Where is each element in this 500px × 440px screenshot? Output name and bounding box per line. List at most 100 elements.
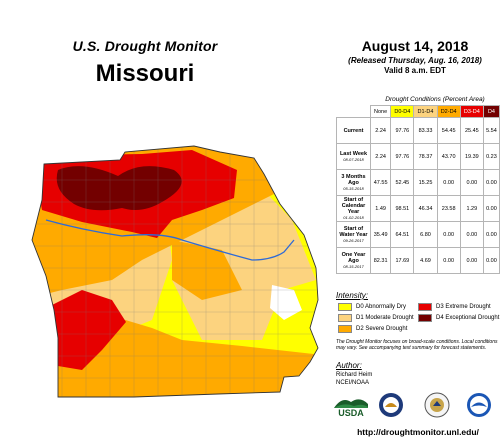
legend-swatch bbox=[338, 303, 352, 311]
table-cell: 47.55 bbox=[369, 169, 392, 196]
area-d4 bbox=[56, 166, 182, 211]
col-d1-d4: D1-D4 bbox=[413, 105, 438, 118]
table-row: Current 2.24 97.76 83.33 54.45 25.45 5.5… bbox=[336, 117, 500, 144]
area-d3-south bbox=[42, 290, 126, 370]
usda-logo: USDA bbox=[334, 394, 368, 418]
table-cell: 4.69 bbox=[413, 247, 438, 274]
drought-areas bbox=[32, 146, 318, 397]
legend-item-d3: D3 Extreme Drought bbox=[418, 303, 491, 311]
valid-time: Valid 8 a.m. EDT bbox=[384, 66, 446, 75]
area-d2-central bbox=[172, 240, 242, 300]
table-cell: 0.00 bbox=[459, 247, 484, 274]
table-cell: 83.33 bbox=[413, 117, 438, 144]
table-cell: 35.49 bbox=[369, 221, 392, 248]
legend-label: D4 Exceptional Drought bbox=[436, 315, 500, 321]
row-label: Last Week 08-07-2018 bbox=[336, 143, 371, 170]
legend-label: D3 Extreme Drought bbox=[436, 304, 491, 310]
brand-title: U.S. Drought Monitor bbox=[72, 38, 218, 54]
table-cell: 1.29 bbox=[459, 195, 484, 222]
table-cell: 25.45 bbox=[459, 117, 484, 144]
release-date: (Released Thursday, Aug. 16, 2018) bbox=[348, 56, 482, 65]
col-d4: D4 bbox=[482, 105, 500, 118]
state-title: Missouri bbox=[95, 60, 195, 87]
table-cell: 97.76 bbox=[390, 143, 415, 170]
table-cell: 17.69 bbox=[390, 247, 415, 274]
table-row: Start of Calendar Year 01-02-2018 1.49 98… bbox=[336, 195, 500, 222]
row-date: 09-26-2017 bbox=[343, 238, 364, 243]
table-cell: 46.34 bbox=[413, 195, 438, 222]
table-cell: 98.51 bbox=[390, 195, 415, 222]
usda-hills-icon bbox=[334, 399, 368, 408]
author-heading: Author: bbox=[336, 361, 362, 370]
row-label: Start of Calendar Year 01-02-2018 bbox=[336, 195, 371, 222]
table-cell: 52.45 bbox=[390, 169, 415, 196]
col-d0-d4: D0-D4 bbox=[390, 105, 415, 118]
map-header: U.S. Drought Monitor Missouri bbox=[40, 38, 250, 88]
table-cell: 23.58 bbox=[436, 195, 461, 222]
table-cell: 0.23 bbox=[482, 143, 500, 170]
doc-seal-icon bbox=[424, 392, 450, 418]
table-cell: 0.00 bbox=[459, 169, 484, 196]
table-cell: 5.54 bbox=[482, 117, 500, 144]
table-cell: 0.00 bbox=[436, 247, 461, 274]
author-org: NCEI/NOAA bbox=[336, 380, 370, 386]
table-row: Last Week 08-07-2018 2.24 97.76 78.37 43.… bbox=[336, 143, 500, 170]
table-cell: 78.37 bbox=[413, 143, 438, 170]
row-label-text: Current bbox=[343, 127, 364, 134]
author-name: Richard Heim bbox=[336, 372, 373, 378]
row-label-text: Start of Water Year bbox=[339, 226, 368, 238]
row-date: 08-15-2017 bbox=[343, 264, 364, 269]
legend-swatch bbox=[418, 303, 432, 311]
table-cell: 1.49 bbox=[369, 195, 392, 222]
row-label: One Year Ago 08-15-2017 bbox=[336, 247, 371, 274]
source-url[interactable]: http://droughtmonitor.unl.edu/ bbox=[357, 427, 479, 437]
missouri-river bbox=[45, 219, 295, 261]
row-date: 08-07-2018 bbox=[343, 157, 364, 162]
legend-swatch bbox=[338, 314, 352, 322]
table-cell: 6.80 bbox=[413, 221, 438, 248]
row-label-text: Last Week bbox=[339, 151, 368, 157]
table-cell: 64.51 bbox=[390, 221, 415, 248]
table-title: Drought Conditions (Percent Area) bbox=[385, 96, 485, 103]
table-row: One Year Ago 08-15-2017 82.31 17.69 4.69 … bbox=[336, 247, 500, 274]
row-label: Start of Water Year 09-26-2017 bbox=[336, 221, 371, 248]
col-none: None bbox=[369, 105, 392, 118]
table-cell: 2.24 bbox=[369, 117, 392, 144]
legend-item-d2: D2 Severe Drought bbox=[338, 325, 407, 333]
legend-swatch bbox=[338, 325, 352, 333]
row-label: Current bbox=[336, 117, 371, 144]
disclaimer-note: The Drought Monitor focuses on broad-sca… bbox=[336, 339, 498, 351]
legend-label: D1 Moderate Drought bbox=[356, 315, 414, 321]
legend-label: D0 Abnormally Dry bbox=[356, 304, 407, 310]
legend-swatch bbox=[418, 314, 432, 322]
row-label-text: Start of Calendar Year bbox=[341, 197, 366, 215]
table-cell: 0.00 bbox=[482, 247, 500, 274]
drought-conditions-table: None D0-D4 D1-D4 D2-D4 D3-D4 D4 Current … bbox=[336, 105, 500, 274]
table-cell: 82.31 bbox=[369, 247, 392, 274]
legend-label: D2 Severe Drought bbox=[356, 326, 408, 332]
legend-item-d4: D4 Exceptional Drought bbox=[418, 314, 499, 322]
table-cell: 0.00 bbox=[482, 195, 500, 222]
table-cell: 2.24 bbox=[369, 143, 392, 170]
table-header-row: None D0-D4 D1-D4 D2-D4 D3-D4 D4 bbox=[336, 105, 500, 118]
row-date: 01-02-2018 bbox=[343, 215, 364, 220]
header-blank bbox=[336, 105, 371, 118]
county-lines bbox=[32, 146, 318, 397]
state-outline bbox=[31, 145, 319, 398]
table-cell: 0.00 bbox=[459, 221, 484, 248]
noaa-logo-icon bbox=[467, 393, 491, 417]
table-cell: 0.00 bbox=[436, 169, 461, 196]
legend-item-d0: D0 Abnormally Dry bbox=[338, 303, 406, 311]
date-block: August 14, 2018 (Released Thursday, Aug.… bbox=[330, 38, 500, 75]
legend-title: Intensity: bbox=[336, 291, 369, 300]
table-row: 3 Months Ago 05-15-2018 47.55 52.45 15.25… bbox=[336, 169, 500, 196]
table-cell: 19.39 bbox=[459, 143, 484, 170]
partner-logos: USDA bbox=[334, 392, 500, 420]
row-date: 05-15-2018 bbox=[343, 186, 364, 191]
row-label: 3 Months Ago 05-15-2018 bbox=[336, 169, 371, 196]
usda-text: USDA bbox=[338, 408, 364, 418]
table-cell: 54.45 bbox=[436, 117, 461, 144]
table-cell: 0.00 bbox=[436, 221, 461, 248]
table-row: Start of Water Year 09-26-2017 35.49 64.5… bbox=[336, 221, 500, 248]
row-label-text: 3 Months Ago bbox=[341, 174, 366, 186]
